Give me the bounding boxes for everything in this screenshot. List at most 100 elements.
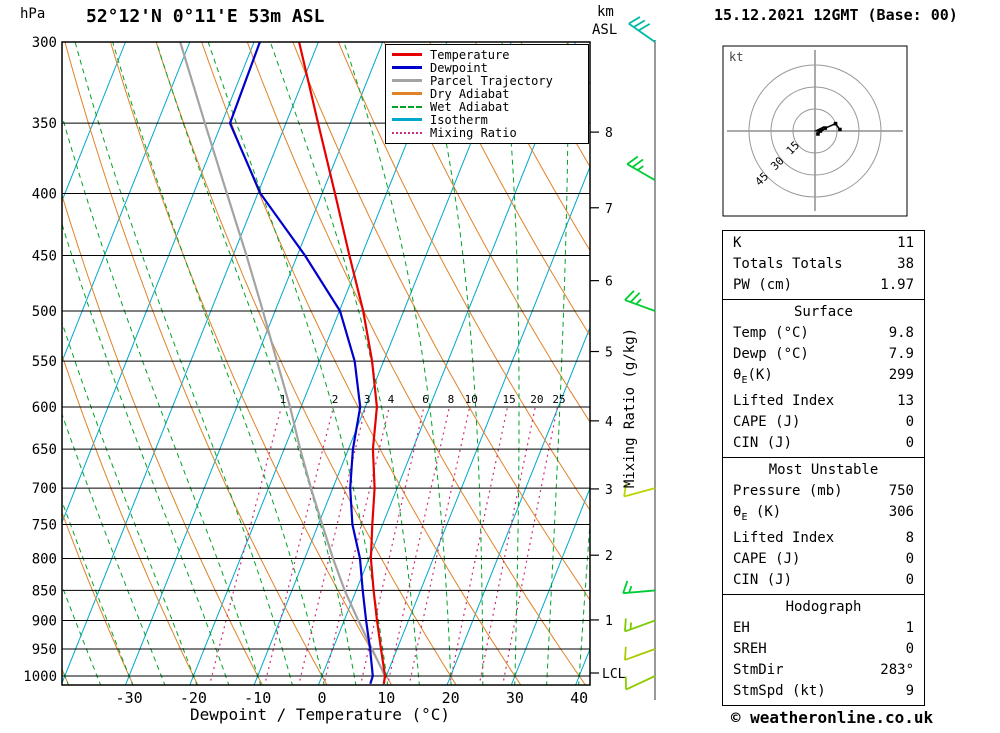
table-section: Most Unstable Pressure (mb) 750 θE (K) 306 Li… [722, 456, 925, 595]
svg-text:-20: -20 [180, 689, 207, 707]
mixing-ratio-lines [208, 406, 558, 685]
table-row-value: 283° [880, 661, 914, 678]
station-title: 52°12'N 0°11'E 53m ASL [86, 6, 325, 27]
table-row-value: 0 [905, 640, 914, 657]
svg-text:-10: -10 [244, 689, 271, 707]
legend-item: Dewpoint [392, 60, 582, 75]
table-row: CAPE (J) 0 [723, 549, 924, 570]
svg-text:8: 8 [605, 126, 613, 141]
table-row-label: CAPE (J) [733, 413, 801, 430]
legend-item: Wet Adiabat [392, 100, 582, 114]
table-row-label: CIN (J) [733, 571, 793, 588]
table-row-value: 11 [897, 235, 914, 251]
svg-text:650: 650 [32, 442, 57, 458]
table-section: Surface Temp (°C) 9.8 Dewp (°C) 7.9 θE(K) 299 L… [722, 299, 925, 458]
svg-text:550: 550 [32, 354, 57, 370]
svg-text:20: 20 [442, 689, 460, 707]
legend-label: Dry Adiabat [430, 86, 510, 101]
table-section-header: Hodograph [785, 598, 862, 615]
table-row: Lifted Index 13 [723, 391, 924, 412]
legend-swatch-solid [392, 66, 422, 69]
datetime-label: 15.12.2021 12GMT (Base: 00) [714, 6, 958, 24]
table-row-label: K [733, 235, 742, 251]
table-row: θE (K) 306 [723, 502, 924, 528]
legend-item: Temperature [392, 48, 582, 62]
legend-item: Dry Adiabat [392, 86, 582, 101]
table-row: Dewp (°C) 7.9 [723, 344, 924, 365]
svg-text:20: 20 [530, 393, 543, 406]
table-row-label: PW (cm) [733, 277, 793, 293]
wind-barb [624, 618, 656, 633]
table-row: Lifted Index 8 [723, 528, 924, 549]
legend-swatch-dotted [392, 131, 422, 134]
sounding-profiles [179, 42, 387, 685]
svg-text:750: 750 [32, 518, 57, 534]
table-row-label: Pressure (mb) [733, 482, 843, 499]
svg-text:5: 5 [605, 346, 613, 361]
mixing-ratio-axis-title: Mixing Ratio (g/kg) [622, 327, 638, 489]
wind-barb [626, 155, 656, 181]
legend-item: Mixing Ratio [392, 125, 582, 140]
table-row: CAPE (J) 0 [723, 412, 924, 433]
table-row: CIN (J) 0 [723, 570, 924, 591]
temperature-curve [298, 42, 387, 684]
table-section: Hodograph EH 1 SREH 0 StmDir 283° StmSpd (kt) 9 [722, 593, 925, 706]
table-row-value: 7.9 [888, 346, 914, 362]
svg-text:6: 6 [422, 393, 429, 406]
svg-text:0: 0 [317, 689, 326, 707]
dewpoint-curve [228, 42, 374, 685]
table-row-label: θE(K) [733, 367, 773, 386]
svg-text:2: 2 [332, 393, 339, 406]
wind-barb [624, 646, 656, 661]
table-row-value: 8 [905, 529, 914, 546]
table-row-label: Dewp (°C) [733, 346, 809, 362]
plot-frame [61, 41, 591, 686]
svg-text:300: 300 [32, 35, 57, 51]
table-row-label: SREH [733, 640, 767, 657]
svg-text:4: 4 [388, 393, 395, 406]
legend-swatch-solid [392, 92, 422, 95]
svg-text:3: 3 [364, 393, 371, 406]
svg-text:400: 400 [32, 186, 57, 202]
table-row-value: 1.97 [880, 277, 914, 293]
svg-text:1000: 1000 [23, 669, 57, 685]
table-row: Temp (°C) 9.8 [723, 323, 924, 344]
svg-text:900: 900 [32, 614, 57, 630]
indices-tables: K 11 Totals Totals 38 PW (cm) 1.97 Surface Temp… [722, 230, 925, 706]
table-row: Totals Totals 38 [723, 254, 924, 275]
table-row: StmDir 283° [723, 660, 924, 681]
svg-text:10: 10 [377, 689, 395, 707]
legend-label: Mixing Ratio [430, 125, 517, 140]
copyright-link[interactable]: © weatheronline.co.uk [730, 708, 934, 727]
svg-text:800: 800 [32, 551, 57, 567]
parcel-trajectory-curve [179, 42, 387, 684]
km-unit-label: km [597, 4, 614, 20]
svg-text:40: 40 [570, 689, 588, 707]
table-row: CIN (J) 0 [723, 433, 924, 454]
x-axis-title: Dewpoint / Temperature (°C) [189, 705, 451, 724]
svg-text:-30: -30 [116, 689, 143, 707]
table-section-header: Most Unstable [768, 461, 879, 478]
legend-label: Isotherm [430, 112, 488, 127]
table-row-value: 9 [905, 682, 914, 699]
table-row-label: CAPE (J) [733, 550, 801, 567]
table-row-label: StmSpd (kt) [733, 682, 826, 699]
wind-barbs [622, 16, 656, 700]
legend-item: Isotherm [392, 112, 582, 127]
legend-label: Dewpoint [430, 60, 488, 75]
svg-text:15: 15 [503, 393, 516, 406]
mixing-ratio-labels: 1 2 3 4 6 8 10 15 20 25 [280, 393, 566, 406]
pressure-unit-label: hPa [20, 6, 46, 22]
svg-text:950: 950 [32, 642, 57, 658]
asl-unit-label: ASL [592, 22, 618, 38]
table-row: PW (cm) 1.97 [723, 275, 924, 296]
legend-swatch-solid [392, 79, 422, 82]
table-row-label: Lifted Index [733, 392, 835, 409]
table-row-label: EH [733, 619, 750, 636]
svg-text:2: 2 [605, 549, 613, 564]
svg-text:1: 1 [280, 393, 287, 406]
svg-text:4: 4 [605, 415, 613, 430]
